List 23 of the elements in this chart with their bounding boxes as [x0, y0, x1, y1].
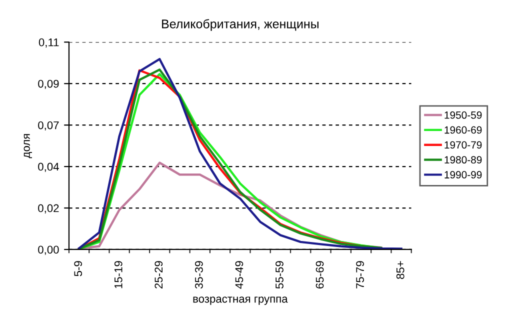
y-tick-label: 0,11 [38, 38, 59, 48]
x-axis-title: возрастная группа [193, 296, 288, 305]
legend-label: 1980-89 [444, 156, 482, 164]
x-tick-label: 45-49 [235, 261, 244, 289]
y-tick-label: 0,09 [38, 80, 59, 90]
legend-label: 1970-79 [444, 141, 482, 149]
chart-title: Великобритания, женщины [162, 19, 318, 31]
x-tick-label: 5-9 [74, 261, 82, 276]
x-tick-label: 75-79 [356, 261, 364, 288]
x-tick-label: 55-59 [276, 261, 284, 289]
x-tick-label: 25-29 [154, 261, 163, 288]
x-tick-label: 15-19 [114, 261, 122, 288]
x-tick-label: 35-39 [195, 261, 203, 289]
y-tick-label: 0,07 [38, 121, 59, 131]
legend-label: 1960-69 [444, 126, 482, 134]
legend-label: 1950-59 [444, 111, 482, 119]
legend-label: 1990-99 [444, 171, 482, 178]
y-tick-label: 0,00 [38, 246, 59, 255]
y-axis-title: доля [24, 134, 32, 158]
x-tick-label: 65-69 [316, 261, 324, 288]
y-tick-label: 0,04 [38, 162, 59, 172]
y-tick-label: 0,02 [38, 204, 59, 214]
x-tick-label: 85+ [396, 261, 404, 279]
